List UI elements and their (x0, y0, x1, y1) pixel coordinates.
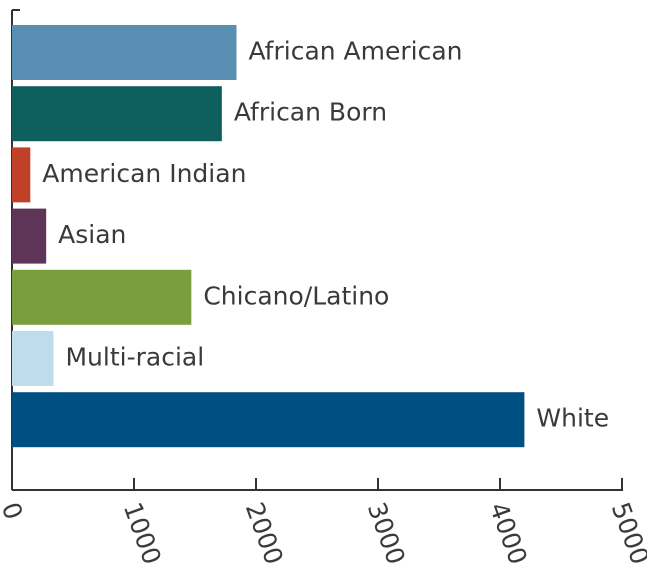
bar-label: Multi-racial (65, 343, 204, 372)
bar (12, 208, 47, 264)
bar-label: Asian (58, 220, 126, 249)
bar-label: American Indian (42, 159, 246, 188)
x-tick-label: 1000 (118, 499, 167, 569)
bar (12, 147, 31, 203)
bar (12, 25, 237, 80)
bar (12, 269, 192, 325)
x-tick-label: 0 (0, 499, 28, 524)
bar (12, 392, 525, 448)
x-tick-label: 4000 (484, 499, 533, 569)
bar (12, 331, 54, 386)
x-tick-label: 2000 (240, 499, 289, 569)
x-tick-label: 5000 (606, 499, 647, 569)
x-tick-label: 3000 (362, 499, 411, 569)
bar-label: Chicano/Latino (203, 281, 389, 310)
bar-label: African Born (234, 98, 387, 127)
bar (12, 86, 222, 142)
bar-label: African American (248, 37, 462, 66)
bar-label: White (536, 404, 609, 433)
